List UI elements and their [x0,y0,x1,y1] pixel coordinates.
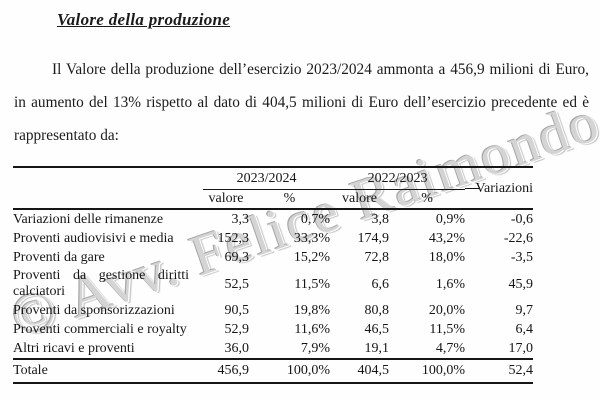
table-cell: 15,2% [293,250,331,265]
table-cell: 174,9 [357,231,390,246]
row-label: Proventi da gare [13,250,105,265]
table-cell: 7,9% [300,341,331,356]
row-label-text: Proventi da gestione diritti calciatori [13,268,189,299]
table-cell: 52,5 [224,276,250,292]
table-cell: 11,5% [294,276,331,292]
table-cell: 3,3 [231,212,250,227]
table-cell: 52,9 [224,322,250,337]
paragraph-line: in aumento del 13% rispetto al dato di 4… [14,94,589,111]
table-cell: 19,8% [293,303,331,318]
column-group-2023-2024: 2023/2024 [203,167,331,190]
table-total-row: Totale 456,9 100,0% 404,5 100,0% 52,4 [13,359,534,383]
table-cell: 20,0% [428,303,466,318]
intro-paragraph: Il Valore della produzione dell’esercizi… [14,53,589,152]
table-row: Altri ricavi e proventi 36,0 7,9% 19,1 4… [13,339,533,359]
table-cell: 45,9 [508,276,534,292]
table-cell: -22,6 [503,231,534,246]
table-cell: 52,4 [508,363,534,378]
table-cell: 17,0 [508,341,534,356]
row-label: Proventi audiovisivi e media [13,231,174,246]
table-row: Proventi audiovisivi e media 152,3 33,3%… [13,229,533,248]
table-cell: 6,6 [371,276,390,292]
subheader-pct-1: % [283,191,296,206]
production-value-table-wrap: 2023/2024 2022/2023 Variazioni valore % … [13,166,534,384]
table-row: Proventi commerciali e royalty 52,9 11,6… [13,320,533,339]
row-label: Altri ricavi e proventi [13,341,135,356]
row-label: Proventi da sponsorizzazioni [13,303,175,318]
table-cell: 0,9% [435,212,466,227]
table-header-row-years: 2023/2024 2022/2023 Variazioni [13,167,533,196]
table-cell: 36,0 [224,341,250,356]
table-cell: 11,5% [429,322,466,337]
column-group-2022-2023: 2022/2023 [330,167,466,190]
total-label: Totale [13,363,48,378]
table-cell: 100,0% [286,363,331,378]
table-cell: 9,7 [515,303,534,318]
row-label: Proventi commerciali e royalty [13,322,187,337]
paragraph-line: Il Valore della produzione dell’esercizi… [52,61,589,78]
table-cell: 152,3 [217,231,250,246]
table-row: Proventi da sponsorizzazioni 90,5 19,8% … [13,301,533,320]
subheader-valore-2: valore [342,191,377,206]
table-cell: 4,7% [435,341,466,356]
row-label: Variazioni delle rimanenze [13,212,164,227]
table-cell: -0,6 [510,212,534,227]
table-cell: 456,9 [217,363,250,378]
production-value-table: 2023/2024 2022/2023 Variazioni valore % … [13,166,534,384]
table-cell: 1,6% [435,276,466,292]
table-cell: 43,2% [428,231,466,246]
row-label: Proventi da gestione diritti calciatori [13,267,203,301]
table-cell: 6,4 [515,322,534,337]
table-row: Variazioni delle rimanenze 3,3 0,7% 3,8 … [13,209,533,229]
table-cell: 0,7% [300,212,331,227]
table-cell: 18,0% [428,250,466,265]
table-cell: 33,3% [293,231,331,246]
subheader-valore-1: valore [208,191,244,206]
table-row: Proventi da gestione diritti calciatori … [13,267,533,301]
table-cell: 100,0% [421,363,466,378]
page-title: Valore della produzione [57,10,231,29]
column-header-variazioni: Variazioni [465,167,533,209]
table-cell: 90,5 [224,303,250,318]
empty-header-cell [13,167,203,190]
table-cell: 19,1 [364,341,390,356]
table-cell: 46,5 [364,322,390,337]
table-cell: 69,3 [224,250,250,265]
empty-header-cell [13,190,203,210]
table-row: Proventi da gare 69,3 15,2% 72,8 18,0% -… [13,248,533,267]
table-header: 2023/2024 2022/2023 Variazioni valore % … [13,167,534,210]
table-body: Variazioni delle rimanenze 3,3 0,7% 3,8 … [13,209,534,383]
table-cell: 80,8 [364,303,390,318]
subheader-pct-2: % [421,191,433,206]
table-cell: -3,5 [510,250,534,265]
table-cell: 72,8 [364,250,390,265]
paragraph-line: rappresentato da: [14,127,119,144]
table-cell: 11,6% [294,322,331,337]
table-header-row-subs: valore % valore % [13,190,533,210]
table-cell: 3,8 [371,212,390,227]
table-cell: 404,5 [357,363,390,378]
